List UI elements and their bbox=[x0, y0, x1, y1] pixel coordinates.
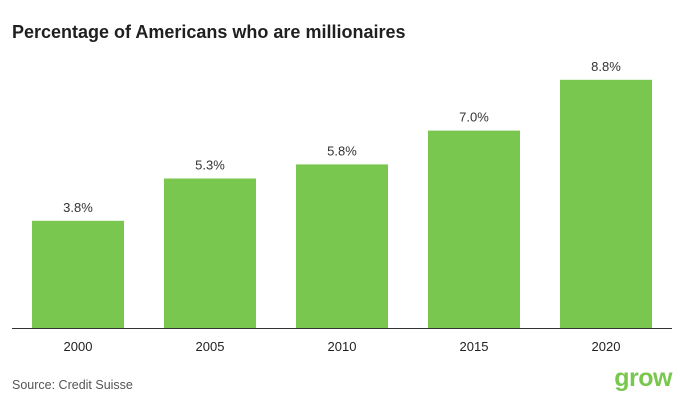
value-label-2005: 5.3% bbox=[195, 158, 225, 173]
bar-2005 bbox=[164, 178, 256, 328]
bar-2000 bbox=[32, 220, 124, 328]
value-label-2020: 8.8% bbox=[591, 59, 621, 74]
chart-title: Percentage of Americans who are milliona… bbox=[12, 22, 406, 42]
value-label-2000: 3.8% bbox=[63, 200, 93, 215]
bars-layer bbox=[32, 79, 652, 328]
x-tick-label-2000: 2000 bbox=[64, 339, 93, 354]
grow-logo: grow bbox=[614, 364, 672, 392]
source-note: Source: Credit Suisse bbox=[12, 378, 133, 392]
x-tick-label-2005: 2005 bbox=[196, 339, 225, 354]
value-label-2015: 7.0% bbox=[459, 110, 489, 125]
value-label-2010: 5.8% bbox=[327, 143, 357, 158]
x-tick-labels-layer: 2000 2005 2010 2015 2020 bbox=[64, 339, 621, 354]
bar-2020 bbox=[560, 79, 652, 328]
x-tick-label-2010: 2010 bbox=[328, 339, 357, 354]
bar-2010 bbox=[296, 164, 388, 328]
value-labels-layer: 3.8% 5.3% 5.8% 7.0% 8.8% bbox=[63, 59, 621, 215]
x-tick-label-2020: 2020 bbox=[592, 339, 621, 354]
bar-2015 bbox=[428, 130, 520, 328]
x-tick-label-2015: 2015 bbox=[460, 339, 489, 354]
